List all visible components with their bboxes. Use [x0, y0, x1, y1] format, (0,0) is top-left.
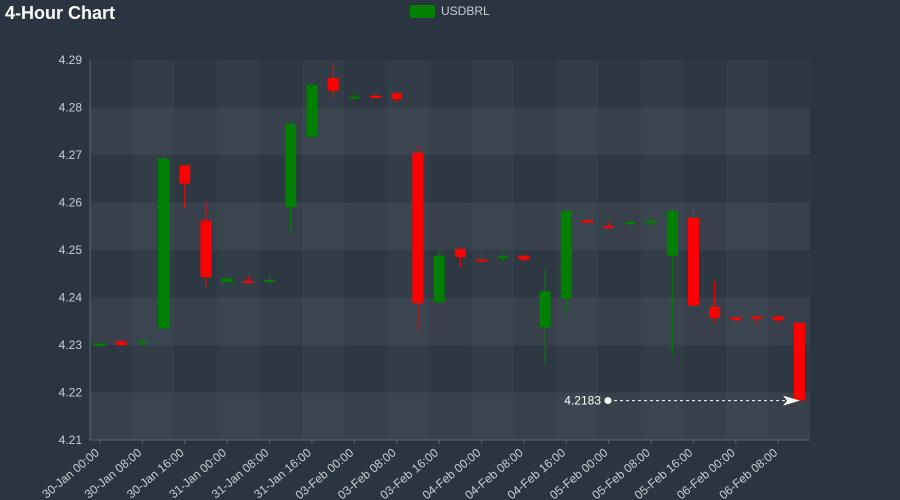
band [217, 60, 260, 440]
candles [94, 62, 805, 401]
y-tick-label: 4.28 [59, 101, 83, 115]
candle-body [285, 124, 297, 208]
candle-body [497, 256, 509, 259]
candle-body [136, 341, 148, 344]
legend-swatch [410, 4, 435, 18]
candle-body [624, 221, 636, 224]
candle-body [560, 211, 572, 299]
band [471, 60, 514, 440]
y-tick-label: 4.22 [59, 386, 83, 400]
candle-body [200, 220, 212, 278]
band [513, 60, 557, 440]
band [598, 60, 642, 440]
row-band [90, 392, 810, 440]
candle-body [666, 211, 678, 256]
candle-body [454, 249, 466, 258]
candle-body [581, 220, 593, 223]
y-tick-label: 4.25 [59, 243, 83, 257]
candle-body [603, 226, 615, 229]
candle-body [158, 158, 170, 329]
candle-body [730, 317, 742, 320]
candle-body [751, 316, 763, 319]
candle-body [115, 341, 127, 345]
chart-title: 4-Hour Chart [5, 3, 116, 23]
candle-body [793, 322, 805, 401]
row-band [90, 107, 810, 155]
candle-body [772, 316, 784, 321]
candle-body [433, 255, 445, 303]
last-price-dot [604, 397, 612, 405]
candle-body [94, 343, 106, 346]
band [90, 60, 133, 440]
candle-body [242, 280, 254, 283]
y-tick-label: 4.23 [59, 338, 83, 352]
y-tick-label: 4.21 [59, 433, 83, 447]
y-tick-label: 4.29 [59, 53, 83, 67]
candle-body [687, 217, 699, 306]
candle-body [264, 279, 276, 282]
band [344, 60, 387, 440]
y-tick-label: 4.27 [59, 148, 83, 162]
legend-label: USDBRL [441, 4, 490, 18]
row-band [90, 297, 810, 345]
candle-body [645, 220, 657, 223]
candle-body [221, 278, 233, 283]
candle-body [348, 96, 360, 99]
candle-body [370, 95, 382, 98]
band [725, 60, 769, 440]
last-price-label: 4.2183 [564, 394, 601, 408]
candle-body [518, 255, 530, 260]
last-price-arrow [783, 395, 800, 406]
background-bands [90, 60, 810, 440]
y-tick-label: 4.26 [59, 196, 83, 210]
candle-body [412, 152, 424, 304]
candle-body [327, 78, 339, 91]
candle-body [475, 259, 487, 262]
row-band [90, 202, 810, 250]
candle-body [391, 93, 403, 99]
y-tick-label: 4.24 [59, 291, 83, 305]
legend[interactable]: USDBRL [410, 4, 490, 18]
last-price-indicator: 4.2183 [564, 394, 800, 408]
candle-body [306, 84, 318, 137]
candle-body [709, 307, 721, 318]
candle-body [179, 165, 191, 184]
candle-body [539, 291, 551, 328]
band [259, 60, 302, 440]
